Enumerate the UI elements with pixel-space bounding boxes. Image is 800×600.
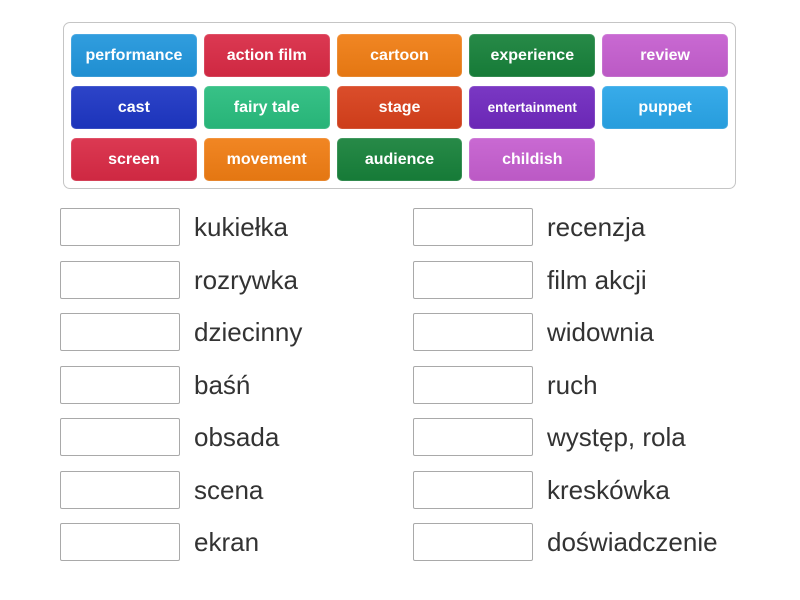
answer-slot-left-1[interactable] bbox=[60, 208, 180, 246]
word-tile-entertainment[interactable]: entertainment bbox=[469, 86, 596, 129]
match-row: rozrywka bbox=[60, 260, 302, 299]
answer-slot-right-1[interactable] bbox=[413, 208, 533, 246]
definition-label: dziecinny bbox=[194, 317, 303, 347]
word-tile-puppet[interactable]: puppet bbox=[602, 86, 728, 129]
answer-slot-left-2[interactable] bbox=[60, 260, 180, 299]
definition-label: ruch bbox=[547, 369, 598, 400]
definition-label: doświadczenie bbox=[547, 527, 718, 557]
definition-label: obsada bbox=[194, 422, 280, 452]
word-tile-performance[interactable]: performance bbox=[71, 34, 197, 77]
definition-label: widownia bbox=[547, 317, 654, 347]
word-tile-cast[interactable]: cast bbox=[71, 86, 197, 129]
answer-slot-left-6[interactable] bbox=[60, 470, 180, 509]
match-row: występ, rola bbox=[413, 418, 718, 456]
answer-slot-left-3[interactable] bbox=[60, 313, 180, 351]
answer-slot-right-6[interactable] bbox=[413, 470, 533, 509]
word-tile-fairy-tale[interactable]: fairy tale bbox=[203, 86, 330, 129]
match-column-right: recenzja film akcji widownia ruch występ, ro… bbox=[413, 208, 718, 561]
match-row: obsada bbox=[60, 418, 302, 456]
answer-slot-left-4[interactable] bbox=[60, 365, 180, 404]
match-row: kreskówka bbox=[413, 470, 718, 509]
match-row: dziecinny bbox=[60, 313, 302, 351]
word-tile-review[interactable]: review bbox=[602, 34, 728, 77]
match-row: doświadczenie bbox=[413, 523, 718, 561]
definition-label: baśń bbox=[194, 369, 251, 400]
answer-slot-right-3[interactable] bbox=[413, 313, 533, 351]
definition-label: kreskówka bbox=[547, 474, 670, 505]
match-row: ruch bbox=[413, 365, 718, 404]
match-row: widownia bbox=[413, 313, 718, 351]
match-row: ekran bbox=[60, 523, 302, 561]
word-tile-screen[interactable]: screen bbox=[71, 138, 197, 181]
match-row: kukiełka bbox=[60, 208, 302, 246]
word-tile-childish[interactable]: childish bbox=[469, 138, 596, 181]
word-tile-action-film[interactable]: action film bbox=[203, 34, 330, 77]
definition-label: scena bbox=[194, 474, 264, 505]
match-row: recenzja bbox=[413, 208, 718, 246]
definition-label: recenzja bbox=[547, 212, 646, 242]
answer-slot-right-4[interactable] bbox=[413, 365, 533, 404]
match-row: baśń bbox=[60, 365, 302, 404]
definition-label: kukiełka bbox=[194, 212, 288, 242]
answer-slot-left-5[interactable] bbox=[60, 418, 180, 456]
match-row: film akcji bbox=[413, 260, 718, 299]
match-row: scena bbox=[60, 470, 302, 509]
word-tile-experience[interactable]: experience bbox=[469, 34, 596, 77]
word-tile-stage[interactable]: stage bbox=[336, 86, 463, 129]
answer-slot-right-2[interactable] bbox=[413, 260, 533, 299]
answer-slot-right-7[interactable] bbox=[413, 523, 533, 561]
answer-slot-left-7[interactable] bbox=[60, 523, 180, 561]
word-tile-movement[interactable]: movement bbox=[203, 138, 330, 181]
answer-slot-right-5[interactable] bbox=[413, 418, 533, 456]
word-bank-panel: performance action film cartoon experience r… bbox=[63, 22, 736, 189]
word-tile-cartoon[interactable]: cartoon bbox=[336, 34, 463, 77]
word-tile-audience[interactable]: audience bbox=[336, 138, 463, 181]
definition-label: film akcji bbox=[547, 264, 647, 295]
definition-label: rozrywka bbox=[194, 264, 299, 295]
definition-label: występ, rola bbox=[547, 422, 686, 452]
match-column-left: kukiełka rozrywka dziecinny baśń obsada scena… bbox=[60, 208, 302, 561]
definition-label: ekran bbox=[194, 527, 260, 557]
